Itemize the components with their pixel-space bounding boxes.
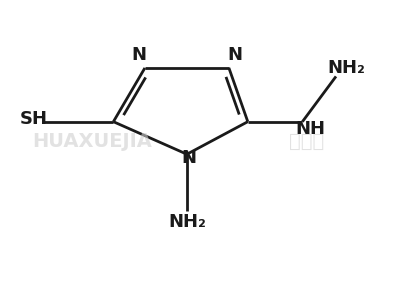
Text: N: N (181, 149, 197, 168)
Text: NH₂: NH₂ (168, 213, 206, 231)
Text: N: N (131, 46, 146, 64)
Text: HUAXUEJIA: HUAXUEJIA (32, 132, 152, 151)
Text: 化学加: 化学加 (289, 132, 324, 151)
Text: NH₂: NH₂ (328, 59, 365, 77)
Text: N: N (228, 46, 243, 64)
Text: SH: SH (20, 110, 47, 128)
Text: NH: NH (296, 120, 326, 138)
